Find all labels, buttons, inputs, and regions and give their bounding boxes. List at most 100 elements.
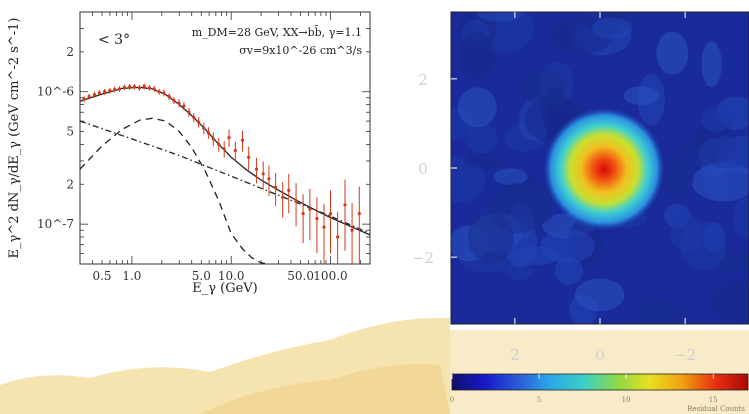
data-point bbox=[287, 188, 291, 192]
data-point bbox=[162, 91, 166, 95]
data-point bbox=[261, 172, 265, 176]
data-point bbox=[202, 126, 206, 130]
heat-x-tick-label: −2 bbox=[674, 346, 696, 364]
data-point bbox=[147, 86, 151, 90]
noise-patch bbox=[554, 256, 583, 286]
data-point bbox=[137, 86, 142, 90]
data-point bbox=[240, 138, 245, 142]
colorbar-tick-label: 10 bbox=[622, 396, 631, 404]
colorbar-ticks: 0 5 10 15 bbox=[450, 374, 718, 404]
spectrum-chart: 0.5 1.0 5.0 10.0 50.0 100.0 2 10^-6 5 2 10^-7 < 3°… bbox=[7, 11, 371, 296]
heat-y-tick-label: 0 bbox=[418, 160, 428, 178]
noise-patch bbox=[705, 178, 730, 201]
data-point bbox=[336, 235, 340, 239]
noise-patch bbox=[464, 152, 503, 170]
y-tick-label: 2 bbox=[66, 45, 74, 59]
y-axis-title: E_γ^2 dN_γ/dE_γ (GeV cm^-2 s^-1) bbox=[7, 18, 22, 259]
y-tick-label: 2 bbox=[66, 177, 74, 191]
data-point bbox=[117, 87, 122, 91]
model-curve-dashed bbox=[80, 117, 270, 264]
data-point bbox=[113, 87, 117, 92]
data-point bbox=[315, 217, 319, 221]
region-label: < 3° bbox=[98, 32, 130, 48]
x-tick-label: 10.0 bbox=[218, 269, 245, 283]
x-tick-label: 5.0 bbox=[192, 269, 211, 283]
data-point bbox=[206, 131, 211, 135]
noise-patch bbox=[493, 168, 528, 186]
x-tick-label: 100.0 bbox=[313, 269, 347, 283]
noise-patch bbox=[467, 212, 514, 264]
x-axis-title: E_γ (GeV) bbox=[192, 281, 258, 296]
x-tick-label: 1.0 bbox=[122, 269, 141, 283]
data-point bbox=[108, 88, 112, 93]
data-point bbox=[357, 212, 361, 216]
noise-patch bbox=[505, 262, 534, 280]
data-point bbox=[301, 212, 305, 216]
noise-patch bbox=[732, 197, 749, 238]
noise-patch bbox=[656, 31, 689, 75]
heatmap-blob bbox=[543, 107, 665, 231]
noise-patch bbox=[540, 229, 595, 264]
colorbar-label: Residual Counts bbox=[687, 405, 745, 413]
data-point bbox=[217, 142, 221, 147]
colorbar-tick-label: 0 bbox=[450, 396, 454, 404]
spectrum-plot-frame bbox=[79, 11, 371, 265]
data-point bbox=[87, 94, 91, 99]
noise-patch bbox=[457, 87, 497, 128]
data-point bbox=[294, 199, 298, 203]
x-tick-label: 0.5 bbox=[92, 269, 111, 283]
data-point bbox=[343, 203, 347, 207]
data-point bbox=[157, 90, 161, 94]
data-point bbox=[142, 84, 146, 88]
colorbar-tick-label: 5 bbox=[537, 396, 541, 404]
data-point bbox=[167, 94, 171, 99]
data-point bbox=[172, 98, 176, 102]
data-point bbox=[267, 177, 271, 181]
data-point bbox=[281, 195, 285, 199]
noise-patch bbox=[697, 136, 749, 169]
data-point bbox=[254, 167, 259, 171]
y-tick-label: 5 bbox=[66, 125, 74, 139]
heat-x-tick-label: 0 bbox=[595, 346, 605, 364]
data-point bbox=[182, 104, 186, 108]
heatmap-noise bbox=[451, 12, 749, 324]
noise-patch bbox=[467, 123, 498, 154]
data-point bbox=[97, 91, 101, 95]
heat-y-tick-label: −2 bbox=[412, 249, 434, 267]
data-point bbox=[197, 120, 201, 124]
data-point bbox=[128, 85, 132, 89]
noise-patch bbox=[476, 12, 524, 22]
data-point bbox=[92, 93, 97, 97]
heat-x-tick-label: 2 bbox=[510, 346, 520, 364]
noise-patch bbox=[623, 86, 660, 105]
noise-patch bbox=[681, 221, 727, 271]
data-point bbox=[152, 87, 156, 91]
noise-patch bbox=[521, 69, 565, 106]
spectrum-axis-ticks: 0.5 1.0 5.0 10.0 50.0 100.0 2 10^-6 5 2 10^-7 bbox=[37, 11, 370, 283]
noise-patch bbox=[701, 41, 722, 88]
data-point bbox=[192, 115, 196, 119]
noise-patch bbox=[458, 31, 496, 81]
data-point bbox=[222, 147, 226, 151]
heatmap-axis-ticks: 2 0 −2 2 0 −2 bbox=[412, 12, 696, 364]
spectrum-data-points bbox=[82, 83, 361, 264]
data-point bbox=[122, 85, 126, 89]
data-point bbox=[82, 97, 86, 101]
colorbar bbox=[451, 373, 749, 391]
noise-patch bbox=[574, 278, 625, 312]
data-point bbox=[308, 207, 312, 211]
model-curve-dash-dot bbox=[80, 120, 370, 235]
data-point bbox=[322, 225, 326, 229]
data-point bbox=[247, 155, 251, 159]
noise-patch bbox=[638, 298, 686, 324]
data-point bbox=[132, 85, 137, 89]
noise-patch bbox=[700, 107, 732, 132]
y-tick-label: 10^-7 bbox=[37, 217, 74, 231]
data-point bbox=[350, 228, 354, 232]
data-point bbox=[273, 185, 278, 189]
noise-patch bbox=[591, 17, 633, 40]
annotation-mass: m_DM=28 GeV, XX→bb̄, γ=1.1 bbox=[192, 26, 362, 39]
x-tick-label: 50.0 bbox=[287, 269, 314, 283]
background-splash bbox=[0, 318, 749, 414]
